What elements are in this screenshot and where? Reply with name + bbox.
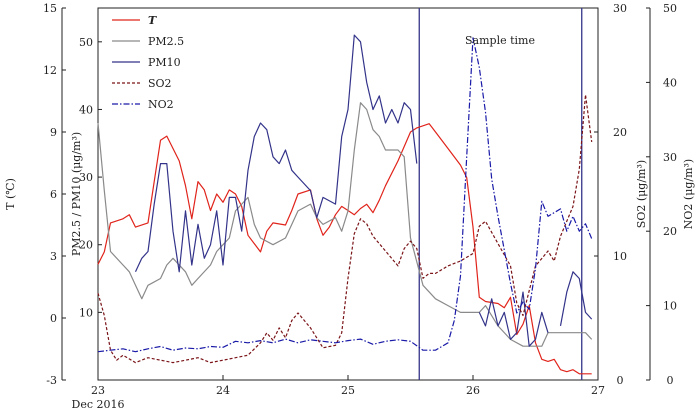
legend-label-pm10: PM10: [148, 56, 181, 69]
series-line-t: [97, 123, 592, 375]
legend-label-so2: SO2: [148, 77, 172, 90]
no2-axis-tick-label: 10: [663, 300, 677, 313]
legend-label-pm25: PM2.5: [148, 35, 184, 48]
t-axis-tick-label: 3: [50, 250, 57, 263]
no2-axis-tick-label: 30: [663, 151, 677, 164]
pm-axis-tick-label: 20: [79, 239, 93, 252]
sample-window: [418, 8, 583, 380]
x-tick-label: 24: [216, 384, 230, 397]
series-line-so2: [97, 94, 593, 364]
x-tick-label: 27: [591, 384, 605, 397]
pm-axis-tick-label: 10: [79, 306, 93, 319]
so2-axis-title: SO2 (μg/m³): [635, 160, 648, 228]
series-line-pm10: [559, 271, 593, 327]
series-line-pm10: [134, 34, 418, 273]
pm-axis-tick-label: 50: [79, 36, 93, 49]
t-axis-tick-label: 9: [50, 126, 57, 139]
legend-label-t: T: [148, 14, 157, 27]
no2-axis-tick-label: 20: [663, 225, 677, 238]
so2-axis-tick-label: 0: [617, 374, 624, 387]
no2-axis-title: NO2 (μg/m³): [682, 159, 695, 229]
sample-time-annotation: Sample time: [465, 34, 535, 47]
series-layer: [97, 34, 593, 375]
x-tick-label: 26: [466, 384, 480, 397]
series-line-no2: [97, 37, 593, 353]
t-axis-tick-label: 0: [50, 312, 57, 325]
t-axis-title: T (℃): [4, 178, 17, 210]
t-axis-tick-label: 15: [43, 2, 57, 15]
series-line-pm10: [478, 291, 549, 347]
no2-axis-tick-label: 40: [663, 76, 677, 89]
x-tick-label: 25: [341, 384, 355, 397]
pm-axis-tick-label: 40: [79, 103, 93, 116]
no2-axis-tick-label: 50: [663, 2, 677, 15]
pm-axis-tick-label: 30: [79, 171, 93, 184]
t-axis-tick-label: -3: [46, 374, 57, 387]
series-line-pm25: [97, 102, 593, 347]
x-sublabel: Dec 2016: [72, 398, 125, 411]
no2-axis-tick-label: 0: [667, 374, 674, 387]
t-axis-tick-label: 6: [50, 188, 57, 201]
legend: T PM2.5 PM10 SO2 NO2: [112, 14, 184, 111]
pm-axis-title: PM2.5 / PM10 (μg/m³): [70, 132, 83, 256]
legend-label-no2: NO2: [148, 98, 174, 111]
axes-layer: 23 24 25 26 27 Dec 2016 -3 0 3 6 9 12 15 T (℃) 10 20 30 4…: [4, 2, 695, 411]
x-tick-label: 23: [91, 384, 105, 397]
t-axis-tick-label: 12: [43, 64, 57, 77]
so2-axis-tick-label: 10: [613, 250, 627, 263]
so2-axis-tick-label: 20: [613, 126, 627, 139]
so2-axis-tick-label: 30: [613, 2, 627, 15]
